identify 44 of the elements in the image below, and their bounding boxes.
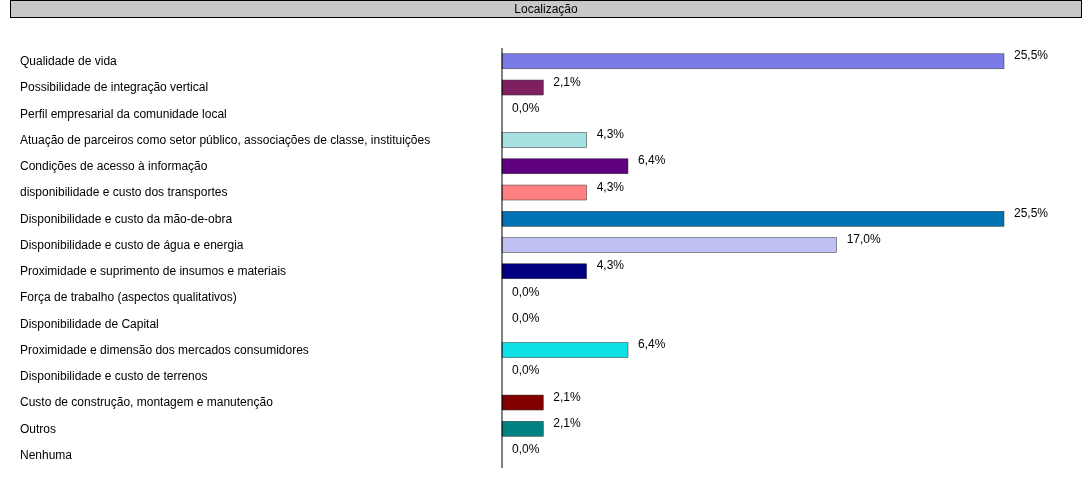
- y-tick-label: Disponibilidade e custo da mão-de-obra: [20, 211, 233, 226]
- data-label: 2,1%: [553, 74, 582, 89]
- data-label: 4,3%: [596, 179, 625, 194]
- data-label: 0,0%: [512, 100, 540, 115]
- y-tick-label: Disponibilidade e custo de terrenos: [20, 369, 208, 384]
- bar: [501, 158, 629, 175]
- y-tick-label: disponibilidade e custo dos transportes: [20, 185, 228, 200]
- data-label: 6,4%: [637, 337, 666, 352]
- data-label: 0,0%: [512, 363, 540, 378]
- data-label: 25,5%: [1014, 205, 1049, 220]
- bar: [501, 184, 587, 201]
- bar: [501, 237, 837, 253]
- y-tick-label: Nenhuma: [20, 447, 73, 462]
- bar: [501, 211, 1005, 227]
- y-tick-label: Disponibilidade e custo de água e energia: [20, 237, 244, 252]
- y-tick-label: Perfil empresarial da comunidade local: [20, 106, 227, 121]
- y-tick-label: Condições de acesso à informação: [20, 159, 208, 174]
- y-tick-label: Força de trabalho (aspectos qualitativos): [20, 290, 237, 305]
- data-label: 2,1%: [553, 389, 582, 404]
- bar: [501, 263, 587, 280]
- chart-title: Localização: [10, 0, 1082, 18]
- bar: [501, 53, 1005, 70]
- y-tick-label: Qualidade de vida: [20, 54, 118, 69]
- bar: [501, 79, 544, 96]
- y-tick-label: Atuação de parceiros como setor público, associações de classe, instituições: [20, 132, 431, 147]
- data-label: 6,4%: [637, 153, 666, 168]
- y-tick-label: Outros: [20, 421, 57, 436]
- data-label: 0,0%: [512, 284, 540, 299]
- data-label: 4,3%: [596, 127, 625, 142]
- bar: [501, 342, 629, 358]
- data-label: 17,0%: [846, 232, 882, 247]
- data-label: 0,0%: [512, 442, 540, 457]
- bar: [501, 394, 544, 411]
- data-label: 2,1%: [553, 415, 582, 430]
- data-label: 25,5%: [1014, 48, 1049, 63]
- bar: [501, 421, 544, 437]
- y-tick-label: Proximidade e dimensão dos mercados consumidores: [20, 342, 309, 357]
- data-label: 0,0%: [512, 310, 540, 325]
- y-tick-label: Disponibilidade de Capital: [20, 316, 159, 331]
- bar: [501, 132, 587, 148]
- data-label: 4,3%: [596, 258, 625, 273]
- y-tick-label: Custo de construção, montagem e manutenção: [20, 395, 274, 410]
- y-tick-label: Proximidade e suprimento de insumos e materiais: [20, 264, 287, 279]
- y-tick-label: Possibilidade de integração vertical: [20, 80, 209, 95]
